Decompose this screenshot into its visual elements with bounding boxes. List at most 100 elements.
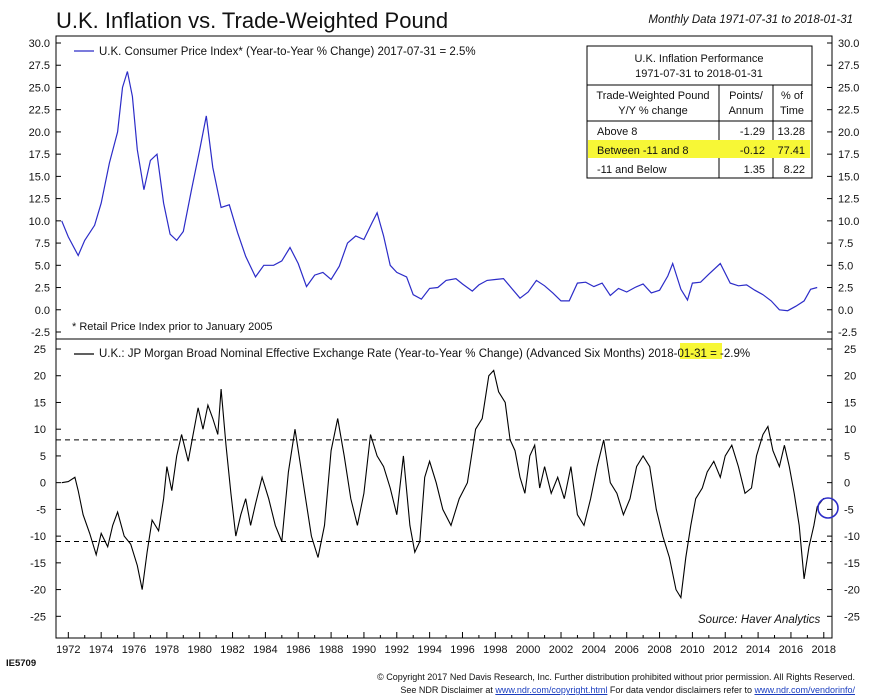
y-tick-label: 15	[844, 397, 856, 409]
y-tick-label: 22.5	[29, 105, 50, 117]
table-row-time: 8.22	[784, 164, 805, 176]
y-tick-label: -5	[36, 504, 46, 516]
y-tick-label: 25.0	[838, 82, 859, 94]
source-label: Source: Haver Analytics	[698, 614, 821, 626]
x-tick-label: 1976	[122, 644, 146, 656]
x-tick-label: 2000	[516, 644, 540, 656]
y-tick-label: -20	[844, 585, 860, 597]
y-tick-label: -10	[844, 531, 860, 543]
y-tick-label: 17.5	[838, 149, 859, 161]
y-tick-label: 10	[844, 424, 856, 436]
y-tick-label: -2.5	[838, 327, 857, 339]
x-tick-label: 1984	[253, 644, 277, 656]
table-row-label: Between -11 and 8	[597, 145, 689, 157]
y-tick-label: -25	[30, 611, 46, 623]
y-tick-label: 27.5	[838, 60, 859, 72]
y-tick-label: 0	[844, 478, 850, 490]
y-tick-label: 7.5	[838, 238, 853, 250]
x-tick-label: 2018	[812, 644, 836, 656]
x-tick-label: 1992	[385, 644, 409, 656]
y-tick-label: -20	[30, 585, 46, 597]
x-tick-label: 1998	[483, 644, 507, 656]
table-title-line2: 1971-07-31 to 2018-01-31	[635, 68, 763, 80]
y-tick-label: 20	[34, 371, 46, 383]
y-tick-label: 10	[34, 424, 46, 436]
table-col2-header-line2: Annum	[729, 105, 764, 117]
y-tick-label: -15	[30, 558, 46, 570]
y-tick-label: 22.5	[838, 105, 859, 117]
x-tick-label: 1986	[286, 644, 310, 656]
x-tick-label: 2010	[680, 644, 704, 656]
y-tick-label: 20.0	[29, 127, 50, 139]
x-tick-label: 1996	[450, 644, 474, 656]
y-tick-label: 5	[40, 451, 46, 463]
copyright-line: © Copyright 2017 Ned Davis Research, Inc…	[377, 672, 855, 682]
vendor-text: For data vendor disclaimers refer to	[607, 685, 755, 695]
reference-lines	[56, 439, 832, 542]
y-tick-label: -2.5	[31, 327, 50, 339]
plot-frame	[55, 35, 833, 639]
y-tick-label: 0	[40, 478, 46, 490]
x-tick-label: 1980	[187, 644, 211, 656]
y-tick-label: 10.0	[838, 216, 859, 228]
y-tick-label: 30.0	[29, 38, 50, 50]
y-tick-label: 15.0	[29, 171, 50, 183]
fx-legend-value: -2.9%	[720, 348, 750, 360]
vendor-link[interactable]: www.ndr.com/vendorinfo/	[754, 685, 855, 695]
table-row-highlight	[588, 140, 810, 158]
y-tick-label: 12.5	[838, 194, 859, 206]
y-tick-label: 25	[844, 344, 856, 356]
fx-legend-label: U.K.: JP Morgan Broad Nominal Effective …	[99, 348, 750, 360]
x-tick-label: 1988	[319, 644, 343, 656]
y-tick-label: 25.0	[29, 82, 50, 94]
y-tick-label: 0.0	[838, 305, 853, 317]
y-tick-label: 20	[844, 371, 856, 383]
x-tick-label: 2002	[549, 644, 573, 656]
y-tick-label: 5	[844, 451, 850, 463]
y-tick-label: 2.5	[35, 283, 50, 295]
chart-title: U.K. Inflation vs. Trade-Weighted Pound	[56, 8, 449, 33]
y-tick-label: 20.0	[838, 127, 859, 139]
x-tick-label: 1990	[352, 644, 376, 656]
table-title-line1: U.K. Inflation Performance	[634, 53, 763, 65]
y-tick-label: 10.0	[29, 216, 50, 228]
x-tick-label: 1994	[417, 644, 441, 656]
chart-code: IE5709	[6, 658, 37, 669]
x-tick-label: 2016	[779, 644, 803, 656]
x-tick-label: 2004	[582, 644, 606, 656]
y-tick-label: 5.0	[838, 260, 853, 272]
y-tick-label: 7.5	[35, 238, 50, 250]
table-col3-header-line2: Time	[780, 105, 804, 117]
y-tick-label: 17.5	[29, 149, 50, 161]
y-tick-label: 27.5	[29, 60, 50, 72]
table-col3-header-line1: % of	[781, 90, 804, 102]
table-row-points: 1.35	[744, 164, 765, 176]
legend-highlight	[680, 343, 722, 359]
disclaimer-line: See NDR Disclaimer at www.ndr.com/copyri…	[400, 685, 855, 695]
table-row-points: -0.12	[740, 145, 765, 157]
table-row-time: 13.28	[777, 126, 805, 138]
x-tick-label: 2014	[746, 644, 770, 656]
y-tick-label: -15	[844, 558, 860, 570]
x-tick-label: 1972	[56, 644, 80, 656]
cpi-legend-label: U.K. Consumer Price Index* (Year-to-Year…	[99, 46, 476, 58]
exchange-rate-series-line	[61, 369, 825, 600]
x-axis: 1972 1974 1976 1978 1980 1982 1984 1986 1988 1990…	[56, 632, 836, 656]
x-tick-label: 1978	[155, 644, 179, 656]
y-tick-label: -5	[844, 504, 854, 516]
x-tick-label: 1982	[220, 644, 244, 656]
table-col1-header-line2: Y/Y % change	[618, 105, 688, 117]
x-tick-label: 2008	[647, 644, 671, 656]
chart-subtitle: Monthly Data 1971-07-31 to 2018-01-31	[648, 14, 853, 26]
y-tick-label: 2.5	[838, 283, 853, 295]
table-col1-header-line1: Trade-Weighted Pound	[596, 90, 709, 102]
x-tick-label: 2012	[713, 644, 737, 656]
table-row-label: -11 and Below	[597, 164, 667, 176]
y-tick-label: -25	[844, 611, 860, 623]
copyright-link[interactable]: www.ndr.com/copyright.html	[495, 685, 608, 695]
y-tick-label: 0.0	[35, 305, 50, 317]
y-tick-label: 12.5	[29, 194, 50, 206]
latest-value-circle	[817, 497, 839, 519]
table-row-points: -1.29	[740, 126, 765, 138]
